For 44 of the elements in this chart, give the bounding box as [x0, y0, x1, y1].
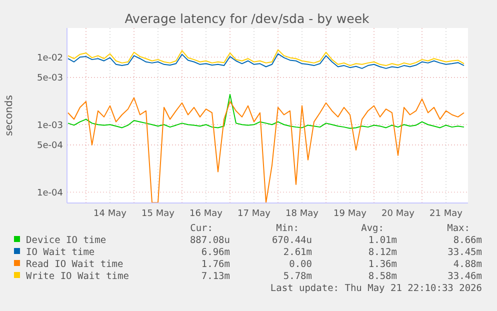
text: 33.46m	[448, 271, 482, 282]
y-tick-label: 1e-02	[37, 53, 63, 64]
line-series	[68, 97, 464, 204]
x-tick-label: 21 May	[430, 209, 464, 219]
text: 1.01m	[368, 235, 398, 246]
text: Min:	[276, 223, 299, 234]
chart-title: Average latency for /dev/sda - by week	[124, 11, 370, 26]
legend-label: Read IO Wait time	[26, 259, 124, 270]
text: 670.44u	[272, 235, 312, 246]
line-series	[68, 53, 464, 69]
x-tick-label: 14 May	[94, 209, 128, 219]
text: 4.88m	[453, 259, 482, 270]
y-tick-label: 5e-04	[37, 141, 64, 152]
text: 6.96m	[201, 247, 230, 258]
x-tick-label: 20 May	[382, 209, 416, 219]
text: 0.00	[289, 259, 312, 270]
x-tick-label: 18 May	[286, 209, 320, 219]
text: Cur:	[190, 223, 213, 234]
text: 1.76m	[201, 259, 230, 270]
text: 2.61m	[283, 247, 312, 258]
y-tick-label: 1e-04	[37, 188, 64, 198]
legend-label: Write IO Wait time	[26, 271, 130, 282]
text: 1.36m	[368, 259, 398, 270]
text: 8.58m	[368, 271, 398, 282]
text: 5.78m	[283, 271, 312, 282]
text: 887.08u	[190, 235, 230, 246]
text: 8.66m	[453, 235, 482, 246]
line-series	[68, 49, 464, 66]
x-tick-label: 16 May	[190, 209, 224, 219]
line-series	[68, 94, 464, 129]
legend-label: IO Wait time	[26, 247, 95, 258]
text: 8.12m	[368, 247, 398, 258]
x-tick-label: 17 May	[238, 209, 272, 219]
text: Max:	[447, 223, 470, 234]
text: 33.45m	[448, 247, 482, 258]
y-axis-title: seconds	[4, 95, 15, 136]
x-tick-label: 19 May	[334, 209, 368, 219]
legend-label: Device IO time	[26, 235, 106, 246]
y-tick-label: 1e-03	[37, 120, 63, 131]
y-tick-label: 5e-03	[37, 74, 63, 84]
text: Last update: Thu May 21 22:10:33 2026	[270, 283, 482, 294]
text: 7.13m	[201, 271, 230, 282]
x-tick-label: 15 May	[142, 209, 176, 219]
text: Avg:	[361, 223, 384, 234]
